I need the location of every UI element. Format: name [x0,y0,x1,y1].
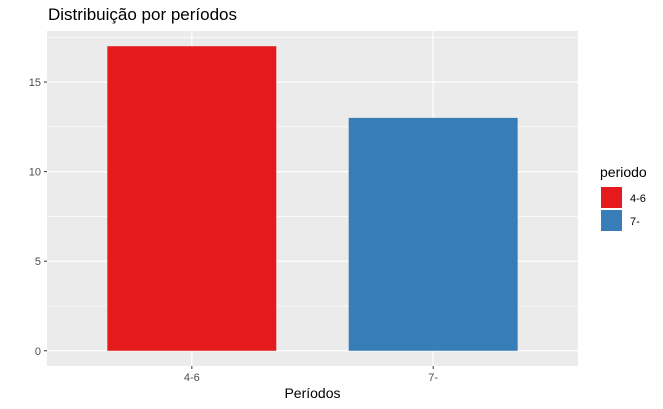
y-tick-label: 15 [29,77,41,89]
y-tick-label: 10 [29,167,41,179]
x-axis: 4-6 7- [184,366,438,384]
x-axis-title: Períodos [284,385,340,401]
legend: periodo 4-6 7- [600,164,647,231]
x-tick-label: 4-6 [184,372,200,384]
bar-4-6 [107,46,277,351]
bar-7- [348,117,518,351]
bars [107,46,518,351]
x-tick-label: 7- [428,372,438,384]
legend-label: 4-6 [630,193,646,205]
legend-key-4-6 [601,187,622,208]
legend-title: periodo [600,164,647,180]
legend-key-7- [601,210,622,231]
y-tick-label: 5 [35,256,41,268]
legend-label: 7- [630,216,640,228]
chart-title: Distribuição por períodos [48,5,237,24]
y-axis: 0 5 10 15 [29,77,47,358]
y-tick-label: 0 [35,346,41,358]
